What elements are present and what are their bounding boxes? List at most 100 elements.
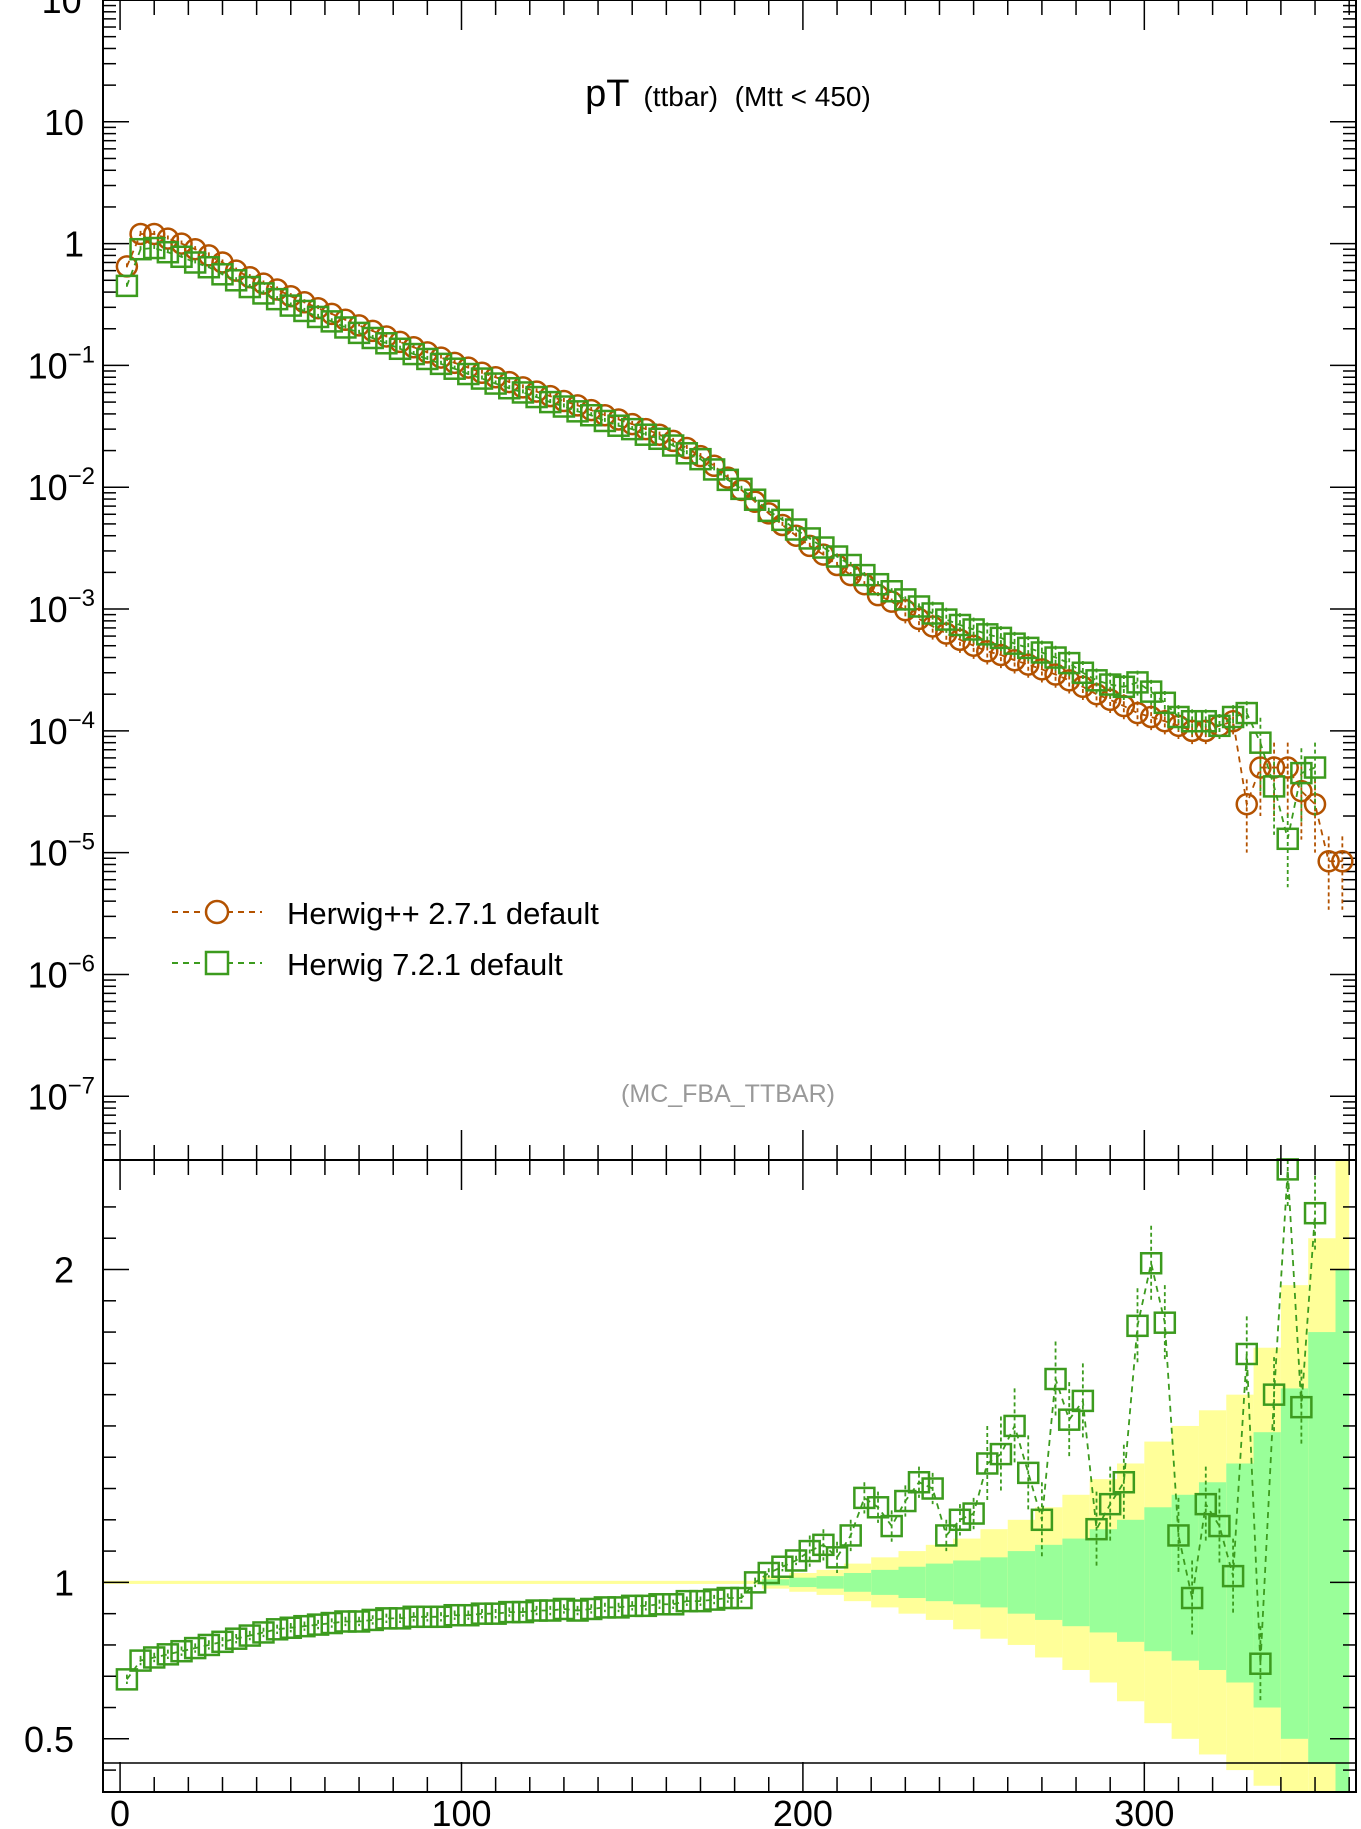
ratio-point	[484, 1602, 507, 1625]
data-point	[334, 316, 357, 339]
x-tick-label: 100	[431, 1793, 491, 1829]
ratio-point	[511, 1600, 535, 1624]
ratio-point	[1030, 1508, 1054, 1532]
ratio-band-inner	[925, 1563, 954, 1602]
legend: Herwig++ 2.7.1 default Herwig 7.2.1 defa…	[172, 896, 599, 982]
data-point	[894, 588, 917, 611]
data-point	[1303, 792, 1327, 816]
ratio-band-inner	[1144, 1507, 1172, 1652]
ratio-point	[238, 1624, 262, 1647]
main-panel-frame	[102, 0, 1357, 1161]
data-point	[1003, 632, 1026, 655]
plot-title-sub1: (ttbar)	[643, 81, 718, 112]
ratio-point	[1085, 1517, 1108, 1541]
ratio-band-inner	[953, 1560, 981, 1605]
ratio-point	[689, 1589, 712, 1613]
legend-label-herwigpp: Herwig++ 2.7.1 default	[287, 896, 599, 931]
data-point	[866, 572, 890, 596]
data-point	[115, 274, 139, 298]
legend-item-herwigpp: Herwig++ 2.7.1 default	[172, 896, 599, 931]
main-panel: 102 10 1 10−1 10−2 10−3 10−4 10−5 10−6 10−7 pT (t…	[28, 0, 1357, 1161]
ratio-band-inner	[1035, 1544, 1063, 1620]
data-point	[1303, 756, 1327, 779]
data-point	[347, 321, 371, 345]
ratio-point	[648, 1593, 671, 1616]
ratio-point	[675, 1589, 699, 1613]
data-point	[1003, 648, 1026, 672]
ratio-point	[170, 1639, 193, 1663]
main-y-tick-label: 10−7	[28, 1072, 95, 1117]
data-point	[566, 400, 589, 423]
ratio-point	[1180, 1586, 1204, 1610]
ratio-point	[265, 1618, 289, 1641]
data-point	[907, 595, 931, 618]
data-point	[402, 342, 425, 366]
main-y-tick-label: 10−3	[28, 585, 95, 630]
ratio-point	[1003, 1414, 1026, 1438]
ratio-point	[1290, 1395, 1313, 1419]
data-point	[416, 347, 439, 371]
data-point	[279, 294, 303, 317]
x-axis-labels: 0 100 200 300	[110, 1793, 1174, 1829]
data-point	[142, 236, 166, 260]
ratio-band-inner	[1280, 1388, 1309, 1739]
analysis-watermark: (MC_FBA_TTBAR)	[621, 1080, 835, 1108]
data-point	[1235, 792, 1258, 816]
data-point	[457, 362, 480, 386]
ratio-point	[183, 1636, 207, 1660]
data-point	[1085, 669, 1108, 692]
data-point	[129, 237, 152, 261]
data-point	[1016, 636, 1040, 660]
data-point	[306, 305, 330, 329]
ratio-point	[470, 1602, 494, 1625]
ratio-point	[402, 1605, 425, 1629]
data-point	[484, 372, 507, 395]
main-y-tick-label: 10−6	[28, 950, 95, 995]
legend-item-herwig7: Herwig 7.2.1 default	[172, 947, 563, 982]
ratio-point	[552, 1597, 576, 1621]
ratio-y-axis-ticks	[103, 1206, 1356, 1771]
data-point	[443, 357, 466, 380]
ratio-band-inner	[1253, 1432, 1281, 1708]
ratio-point	[252, 1621, 275, 1644]
ratio-point	[948, 1508, 972, 1532]
data-point	[142, 222, 166, 246]
ratio-point	[757, 1561, 781, 1585]
ratio-band-outer	[103, 1580, 762, 1584]
ratio-point	[293, 1614, 316, 1638]
ratio-point	[1071, 1389, 1095, 1413]
ratio-point	[935, 1524, 958, 1547]
x-tick-label: 200	[773, 1793, 833, 1829]
ratio-point	[771, 1555, 794, 1578]
data-point	[525, 385, 548, 409]
data-point	[1276, 756, 1299, 779]
data-point	[1262, 775, 1286, 798]
data-point	[1112, 675, 1136, 699]
ratio-point	[1112, 1471, 1136, 1494]
main-y-tick-label: 10−4	[28, 707, 95, 752]
ratio-point	[1126, 1314, 1149, 1338]
ratio-point	[812, 1533, 835, 1557]
data-point	[197, 255, 221, 279]
ratio-point	[566, 1599, 589, 1622]
data-point	[579, 403, 603, 427]
ratio-point	[661, 1593, 685, 1616]
main-y-tick-label: 1	[64, 224, 84, 265]
series-line	[126, 247, 1316, 840]
ratio-y-axis-labels: 210.5	[24, 1250, 74, 1760]
ratio-band-inner	[843, 1572, 872, 1592]
ratio-point	[334, 1610, 357, 1633]
ratio-point	[1303, 1201, 1327, 1225]
ratio-point	[306, 1613, 330, 1636]
ratio-point	[1194, 1492, 1218, 1516]
data-point	[1194, 709, 1218, 733]
ratio-band-inner	[1089, 1529, 1118, 1633]
data-point	[1044, 663, 1067, 686]
data-point	[1153, 691, 1177, 715]
data-point	[388, 337, 412, 361]
data-point	[293, 299, 316, 323]
ratio-band-inner	[980, 1557, 1008, 1608]
ratio-point	[1016, 1461, 1040, 1485]
data-point	[825, 545, 849, 568]
ratio-point	[361, 1608, 384, 1632]
